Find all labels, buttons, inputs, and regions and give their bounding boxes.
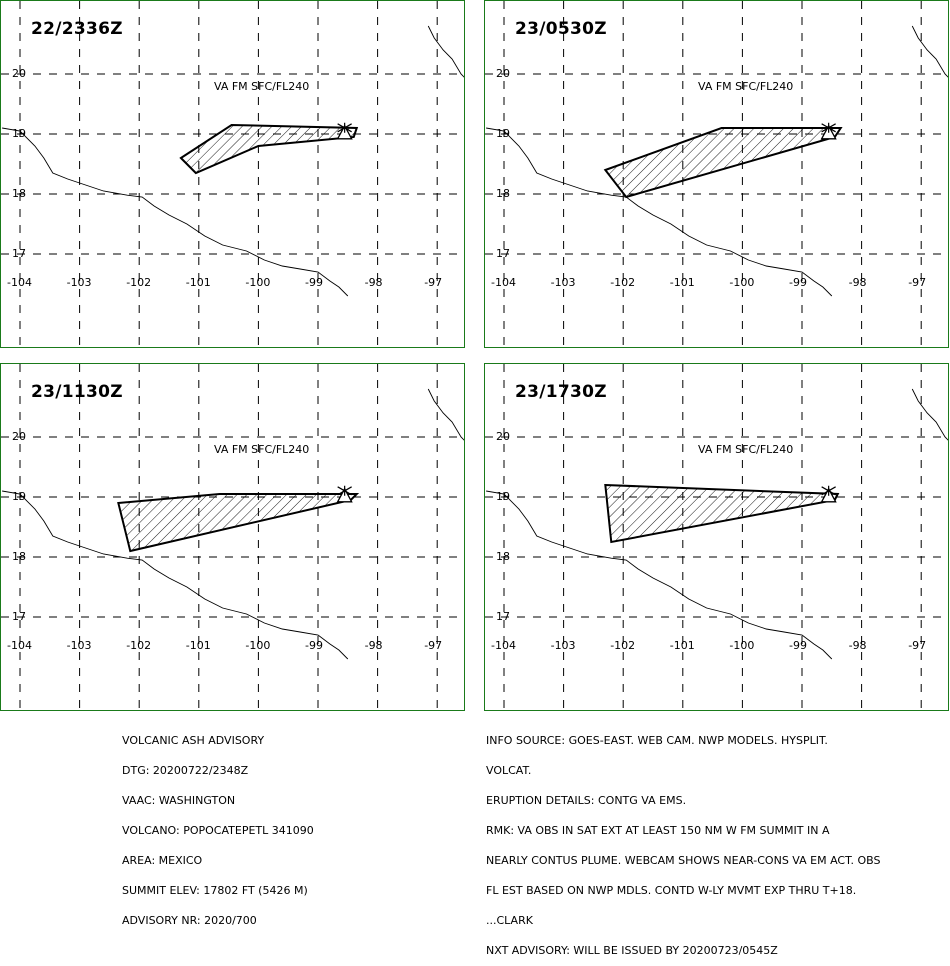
panel-flight-level-label: VA FM SFC/FL240 bbox=[698, 443, 794, 456]
lon-tick-label: -100 bbox=[729, 276, 755, 289]
lon-tick-label: -102 bbox=[126, 639, 152, 652]
ash-cloud-polygon bbox=[179, 123, 359, 175]
lon-tick-label: -102 bbox=[126, 276, 152, 289]
map-panel-3: 23/1130Z VA FM SFC/FL240 -104 -103 -102 -10… bbox=[0, 363, 465, 711]
map-panel-1: 22/2336Z VA FM SFC/FL240 -104 -103 -102 -10… bbox=[0, 0, 465, 348]
coastline bbox=[2, 127, 349, 297]
lat-tick-label: 20 bbox=[496, 67, 510, 80]
coastline bbox=[427, 388, 464, 441]
ash-cloud-polygon bbox=[117, 493, 360, 553]
lon-tick-label: -99 bbox=[789, 276, 807, 289]
map-svg-3 bbox=[1, 364, 464, 710]
lon-tick-label: -101 bbox=[185, 639, 211, 652]
advisory-line: VAAC: WASHINGTON bbox=[122, 794, 236, 807]
eruption-icon bbox=[337, 122, 352, 133]
lon-tick-label: -98 bbox=[848, 276, 867, 289]
lon-tick-label: -98 bbox=[364, 639, 383, 652]
panel-time-label: 22/2336Z bbox=[31, 19, 123, 39]
map-svg-4 bbox=[485, 364, 948, 710]
lat-tick-label: 20 bbox=[12, 430, 26, 443]
eruption-icon bbox=[821, 122, 836, 133]
panel-time-label: 23/0530Z bbox=[515, 19, 607, 39]
advisory-line: VOLCANIC ASH ADVISORY bbox=[122, 734, 265, 747]
advisory-line: ERUPTION DETAILS: CONTG VA EMS. bbox=[486, 794, 687, 807]
panel-time-label: 23/1130Z bbox=[31, 382, 123, 402]
lat-tick-label: 19 bbox=[12, 127, 26, 140]
lon-tick-label: -98 bbox=[364, 276, 383, 289]
lat-tick-label: 18 bbox=[12, 550, 26, 563]
lon-tick-label: -104 bbox=[491, 276, 516, 289]
lon-tick-label: -100 bbox=[245, 276, 271, 289]
lon-tick-label: -103 bbox=[66, 276, 92, 289]
lon-tick-label: -103 bbox=[550, 276, 576, 289]
coastline bbox=[427, 25, 464, 78]
lon-tick-label: -97 bbox=[424, 276, 443, 289]
lon-tick-label: -102 bbox=[610, 639, 636, 652]
lat-tick-label: 18 bbox=[12, 187, 26, 200]
coastline bbox=[486, 490, 833, 660]
lon-tick-label: -99 bbox=[789, 639, 807, 652]
eruption-icon bbox=[337, 485, 352, 496]
panel-flight-level-label: VA FM SFC/FL240 bbox=[214, 80, 310, 93]
lon-tick-label: -101 bbox=[669, 276, 695, 289]
advisory-line: INFO SOURCE: GOES-EAST. WEB CAM. NWP MOD… bbox=[486, 734, 828, 747]
advisory-line: NXT ADVISORY: WILL BE ISSUED BY 20200723… bbox=[486, 944, 778, 957]
advisory-line: AREA: MEXICO bbox=[122, 854, 203, 867]
lon-tick-label: -97 bbox=[424, 639, 443, 652]
lat-tick-label: 17 bbox=[12, 247, 26, 260]
advisory-line: FL EST BASED ON NWP MDLS. CONTD W-LY MVM… bbox=[486, 884, 857, 897]
map-panel-2: 23/0530Z VA FM SFC/FL240 -104 -103 -102 -10… bbox=[484, 0, 949, 348]
advisory-line: ADVISORY NR: 2020/700 bbox=[122, 914, 257, 927]
advisory-line: VOLCAT. bbox=[486, 764, 532, 777]
lat-tick-label: 17 bbox=[496, 247, 510, 260]
map-svg-1 bbox=[1, 1, 464, 347]
lon-tick-label: -101 bbox=[669, 639, 695, 652]
lon-tick-label: -104 bbox=[491, 639, 516, 652]
lon-tick-label: -104 bbox=[7, 276, 32, 289]
lat-tick-label: 19 bbox=[496, 490, 510, 503]
lat-tick-label: 17 bbox=[12, 610, 26, 623]
map-panel-4: 23/1730Z VA FM SFC/FL240 -104 -103 -102 -10… bbox=[484, 363, 949, 711]
lon-tick-label: -104 bbox=[7, 639, 32, 652]
lon-tick-label: -103 bbox=[550, 639, 576, 652]
advisory-line: RMK: VA OBS IN SAT EXT AT LEAST 150 NM W… bbox=[486, 824, 830, 837]
coastline bbox=[2, 490, 349, 660]
advisory-line: VOLCANO: POPOCATEPETL 341090 bbox=[122, 824, 314, 837]
lon-tick-label: -100 bbox=[245, 639, 271, 652]
map-svg-2 bbox=[485, 1, 948, 347]
lon-tick-label: -99 bbox=[305, 276, 323, 289]
lat-tick-label: 19 bbox=[496, 127, 510, 140]
advisory-header-block: VOLCANIC ASH ADVISORY DTG: 20200722/2348… bbox=[122, 716, 314, 936]
panel-time-label: 23/1730Z bbox=[515, 382, 607, 402]
lon-tick-label: -102 bbox=[610, 276, 636, 289]
ash-cloud-polygon bbox=[604, 483, 840, 544]
lon-tick-label: -97 bbox=[908, 639, 927, 652]
lon-tick-label: -101 bbox=[185, 276, 211, 289]
lat-tick-label: 19 bbox=[12, 490, 26, 503]
lat-tick-label: 17 bbox=[496, 610, 510, 623]
coastline bbox=[911, 25, 948, 78]
lon-tick-label: -98 bbox=[848, 639, 867, 652]
advisory-line: SUMMIT ELEV: 17802 FT (5426 M) bbox=[122, 884, 308, 897]
advisory-line: NEARLY CONTUS PLUME. WEBCAM SHOWS NEAR-C… bbox=[486, 854, 881, 867]
advisory-line: DTG: 20200722/2348Z bbox=[122, 764, 249, 777]
eruption-icon bbox=[821, 485, 836, 496]
coastline bbox=[911, 388, 948, 441]
lon-tick-label: -99 bbox=[305, 639, 323, 652]
lat-tick-label: 20 bbox=[12, 67, 26, 80]
coastline bbox=[486, 127, 833, 297]
ash-cloud-polygon bbox=[603, 127, 843, 199]
lat-tick-label: 18 bbox=[496, 550, 510, 563]
lon-tick-label: -97 bbox=[908, 276, 927, 289]
advisory-remarks-block: INFO SOURCE: GOES-EAST. WEB CAM. NWP MOD… bbox=[486, 716, 881, 966]
panel-flight-level-label: VA FM SFC/FL240 bbox=[214, 443, 310, 456]
lat-tick-label: 18 bbox=[496, 187, 510, 200]
lon-tick-label: -100 bbox=[729, 639, 755, 652]
advisory-line: ...CLARK bbox=[486, 914, 533, 927]
panel-flight-level-label: VA FM SFC/FL240 bbox=[698, 80, 794, 93]
lon-tick-label: -103 bbox=[66, 639, 92, 652]
lat-tick-label: 20 bbox=[496, 430, 510, 443]
